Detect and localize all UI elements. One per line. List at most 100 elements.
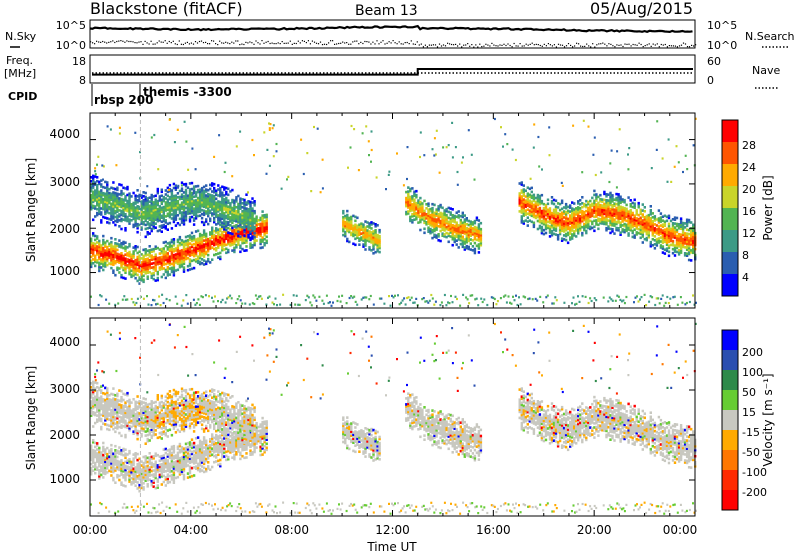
power-cell: [90, 259, 93, 263]
power-cell: [102, 185, 105, 189]
power-cell-sparse: [191, 147, 194, 150]
power-cell: [92, 244, 95, 247]
power-cell: [237, 210, 240, 214]
power-cell: [192, 203, 196, 206]
power-cell: [445, 207, 448, 211]
power-cell: [188, 208, 192, 211]
nsearch-dot: [436, 46, 439, 48]
nsearch-dot: [426, 46, 428, 48]
velocity-cell: [108, 457, 111, 461]
power-cell: [202, 197, 206, 201]
power-cell: [251, 244, 254, 247]
power-cell: [114, 195, 117, 199]
power-cell: [441, 214, 444, 218]
power-cell: [132, 256, 135, 259]
power-cell: [526, 192, 529, 195]
power-cell: [595, 209, 598, 212]
power-cell: [577, 222, 580, 225]
power-cell: [253, 217, 256, 221]
power-cell: [687, 246, 691, 250]
power-cell: [128, 222, 131, 225]
power-cell: [253, 225, 256, 229]
nsearch-dot: [539, 44, 541, 47]
power-cell-near: [468, 302, 471, 305]
nsearch-dot: [227, 42, 229, 44]
power-cell: [182, 195, 186, 198]
power-cell: [546, 198, 550, 202]
freq-left-tick-high: 18: [72, 55, 86, 68]
power-cell: [231, 237, 234, 240]
velocity-cell: [106, 452, 109, 456]
power-cell-sparse: [445, 146, 448, 149]
power-cell: [152, 223, 155, 226]
power-cell: [611, 196, 614, 199]
power-cell: [158, 225, 161, 228]
power-cell: [542, 216, 546, 220]
power-cell: [575, 207, 578, 210]
nsearch-dot: [678, 45, 681, 47]
power-cell: [538, 226, 542, 230]
power-cell: [409, 207, 412, 211]
power-cell: [96, 187, 99, 191]
power-cell: [571, 215, 574, 218]
power-cell: [213, 237, 216, 241]
power-cell: [144, 250, 147, 253]
velocity-cell: [114, 451, 117, 454]
power-cell: [520, 211, 523, 214]
power-cell: [540, 219, 544, 223]
velocity-cell: [120, 465, 123, 468]
power-cell: [172, 196, 176, 200]
power-cell: [405, 190, 408, 194]
power-cell: [249, 246, 252, 249]
power-cell: [247, 202, 250, 205]
power-cell: [669, 237, 673, 241]
power-cell: [102, 262, 105, 266]
freq-panel: 18 8 60 0: [72, 54, 721, 87]
power-cell: [126, 217, 129, 221]
power-cell-sparse: [146, 185, 149, 188]
power-cell: [417, 221, 420, 224]
power-cell: [152, 205, 155, 208]
power-cell: [265, 219, 268, 223]
power-cell: [178, 237, 182, 241]
power-cell: [548, 213, 552, 216]
power-cell: [465, 238, 468, 242]
power-cell: [259, 216, 262, 220]
power-cell-sparse: [115, 164, 118, 167]
velocity-cell: [104, 470, 107, 474]
power-cell: [154, 263, 157, 266]
nsearch-dot: [600, 43, 602, 45]
power-cell: [90, 239, 93, 243]
nsearch-dot: [410, 40, 412, 42]
velocity-cell: [118, 446, 121, 449]
power-cell: [534, 214, 538, 218]
power-cell-near: [413, 301, 416, 304]
nsearch-dot: [588, 45, 590, 47]
power-cell: [146, 199, 149, 202]
power-cell: [162, 241, 165, 244]
power-cell: [126, 258, 129, 261]
nsearch-dot: [297, 40, 299, 42]
velocity-cell: [124, 456, 127, 460]
power-cell: [447, 224, 450, 228]
date-label: 05/Aug/2015: [590, 0, 693, 18]
power-cell-near: [610, 298, 613, 301]
power-cell: [677, 241, 681, 244]
power-cell: [96, 251, 99, 254]
power-cell: [172, 212, 176, 216]
power-cell-sparse: [370, 130, 373, 133]
power-cell: [477, 227, 481, 230]
power-cell: [102, 248, 105, 252]
power-cell: [128, 200, 131, 203]
power-cell: [110, 262, 113, 266]
power-cell: [679, 237, 683, 240]
power-cell: [126, 185, 129, 189]
power-cell: [449, 225, 452, 228]
velocity-cell: [90, 448, 93, 452]
power-cell: [477, 239, 481, 242]
power-cell: [237, 206, 240, 210]
power-cell: [138, 211, 141, 215]
power-cell-near: [306, 294, 309, 297]
power-cell: [192, 213, 196, 216]
velocity-cell: [104, 468, 107, 472]
